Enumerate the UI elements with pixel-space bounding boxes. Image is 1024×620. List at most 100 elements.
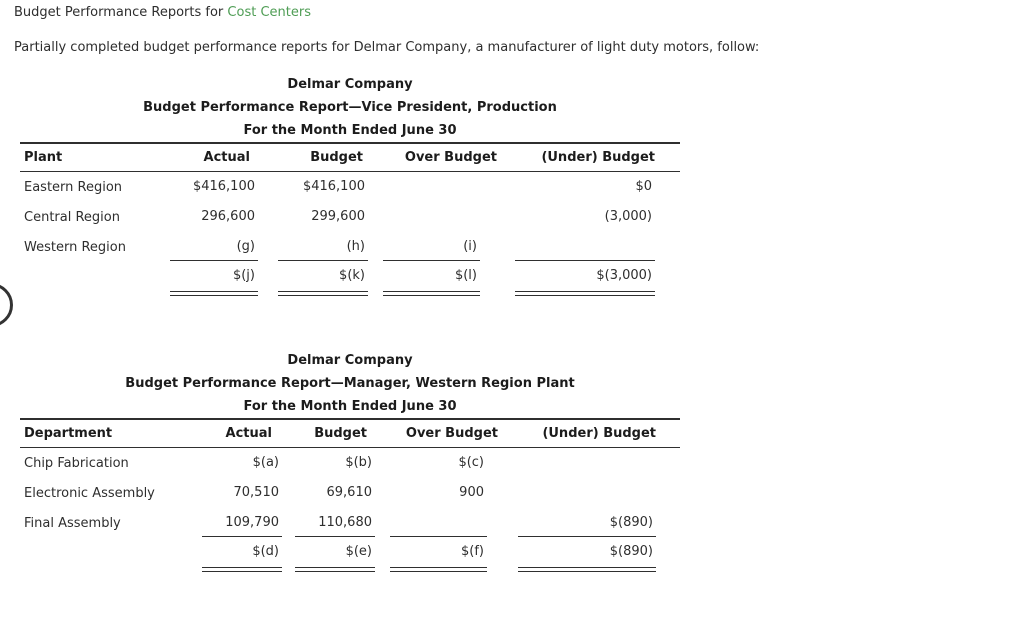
table-row: Western Region (g) (h) (i) [20,232,680,262]
cell-budget: (h) [258,233,368,261]
row-label: Western Region [24,239,126,255]
cell-value: 70,510 [233,485,280,500]
cell-budget: 69,610 [282,479,375,507]
double-rule [368,290,480,296]
report-company-title: Delmar Company [287,353,413,368]
double-rule [282,566,375,572]
col-header-department: Department [24,426,113,441]
col-header-plant: Plant [24,150,63,165]
cell-value: $(e) [345,543,372,559]
double-rule [487,566,656,572]
cell-under-budget [487,479,656,507]
cell-value [383,203,480,231]
cell-value: (3,000) [604,209,652,224]
cell-value: 900 [459,485,484,500]
table-row: Chip Fabrication $(a) $(b) $(c) [20,448,680,478]
double-rule-row [20,290,680,296]
table-row: Electronic Assembly 70,510 69,610 900 [20,478,680,508]
cell-value [515,233,655,261]
col-header-budget: Budget [310,150,363,165]
cell-over-budget: (i) [368,233,480,261]
col-header-over-budget: Over Budget [404,150,497,165]
cell-over-budget [368,173,480,201]
report-table: Plant Actual Budget Over Budget (Under) … [20,142,680,296]
cell-value: $0 [635,179,652,194]
table-header-row: Department Actual Budget Over Budget (Un… [20,418,680,448]
cell-value: $(l) [454,267,477,283]
double-rule [375,566,487,572]
cell-value: 299,600 [311,209,365,224]
cell-total-under-budget: $(3,000) [480,263,655,289]
row-label: Chip Fabrication [24,455,129,471]
row-label: Electronic Assembly [24,485,155,501]
cell-under-budget: (3,000) [480,203,655,231]
cell-total-actual: $(j) [170,263,258,289]
table-row: Eastern Region $416,100 $416,100 $0 [20,172,680,202]
cell-under-budget: $(890) [487,509,656,537]
col-header-budget: Budget [314,426,367,441]
cell-value: $(f) [461,543,484,559]
cell-value [518,449,656,477]
page-title-text: Budget Performance Reports for [14,5,228,20]
cell-value: 69,610 [326,485,373,500]
cell-value: (h) [278,233,368,261]
cell-value: $(j) [232,267,255,283]
col-header-actual: Actual [203,150,250,165]
report-vp-production: Delmar Company Budget Performance Report… [20,73,680,296]
col-header-under-budget: (Under) Budget [541,150,655,165]
total-row: $(d) $(e) $(f) $(890) [20,538,680,565]
cell-actual: $(a) [185,449,282,477]
page-curl-arc [0,283,13,327]
cell-value: $(k) [339,267,365,283]
row-label: Eastern Region [24,179,123,195]
cell-value: (i) [383,233,480,261]
cell-total-budget: $(k) [258,263,368,289]
page-title: Budget Performance Reports for Cost Cent… [14,5,311,20]
cell-over-budget [368,203,480,231]
report-subtitle: Budget Performance Report—Manager, Weste… [125,376,575,391]
cell-value [518,479,656,507]
cell-total-over-budget: $(f) [375,539,487,565]
report-period: For the Month Ended June 30 [243,399,457,414]
cell-under-budget [487,449,656,477]
double-rule [170,290,258,296]
cell-actual: 296,600 [170,203,258,231]
cell-value: $(890) [609,543,653,559]
cell-actual: (g) [170,233,258,261]
cell-value [390,509,487,537]
report-table: Department Actual Budget Over Budget (Un… [20,418,680,572]
cell-budget: 299,600 [258,203,368,231]
cell-value: (g) [170,233,258,261]
report-subtitle: Budget Performance Report—Vice President… [143,100,557,115]
cell-under-budget: $0 [480,173,655,201]
cell-value: $(c) [458,455,484,470]
col-header-over-budget: Over Budget [405,426,498,441]
cell-value: $416,100 [302,179,365,194]
cell-value [383,173,480,201]
cell-budget: $(b) [282,449,375,477]
cell-value: $(a) [252,455,279,470]
double-rule-row [20,566,680,572]
cell-actual: $416,100 [170,173,258,201]
cell-budget: 110,680 [282,509,375,537]
report-western-region-manager: Delmar Company Budget Performance Report… [20,349,680,572]
double-rule [480,290,655,296]
cell-actual: 109,790 [185,509,282,537]
cell-value: 296,600 [201,209,255,224]
double-rule [185,566,282,572]
col-header-under-budget: (Under) Budget [542,426,656,441]
cost-centers-link[interactable]: Cost Centers [227,5,311,20]
row-label: Central Region [24,209,120,225]
cell-total-over-budget: $(l) [368,263,480,289]
cell-value: 110,680 [295,509,375,537]
cell-actual: 70,510 [185,479,282,507]
intro-paragraph: Partially completed budget performance r… [14,40,760,55]
total-row: $(j) $(k) $(l) $(3,000) [20,262,680,289]
cell-value: $(3,000) [596,267,652,283]
report-company-title: Delmar Company [287,77,413,92]
cell-value: $416,100 [192,179,255,194]
table-row: Central Region 296,600 299,600 (3,000) [20,202,680,232]
cell-over-budget [375,509,487,537]
cell-value: $(890) [518,509,656,537]
cell-value: $(b) [345,455,372,470]
